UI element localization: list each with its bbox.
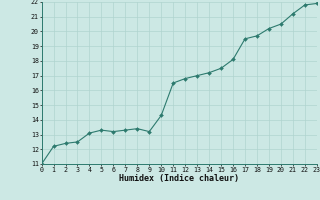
X-axis label: Humidex (Indice chaleur): Humidex (Indice chaleur): [119, 174, 239, 183]
